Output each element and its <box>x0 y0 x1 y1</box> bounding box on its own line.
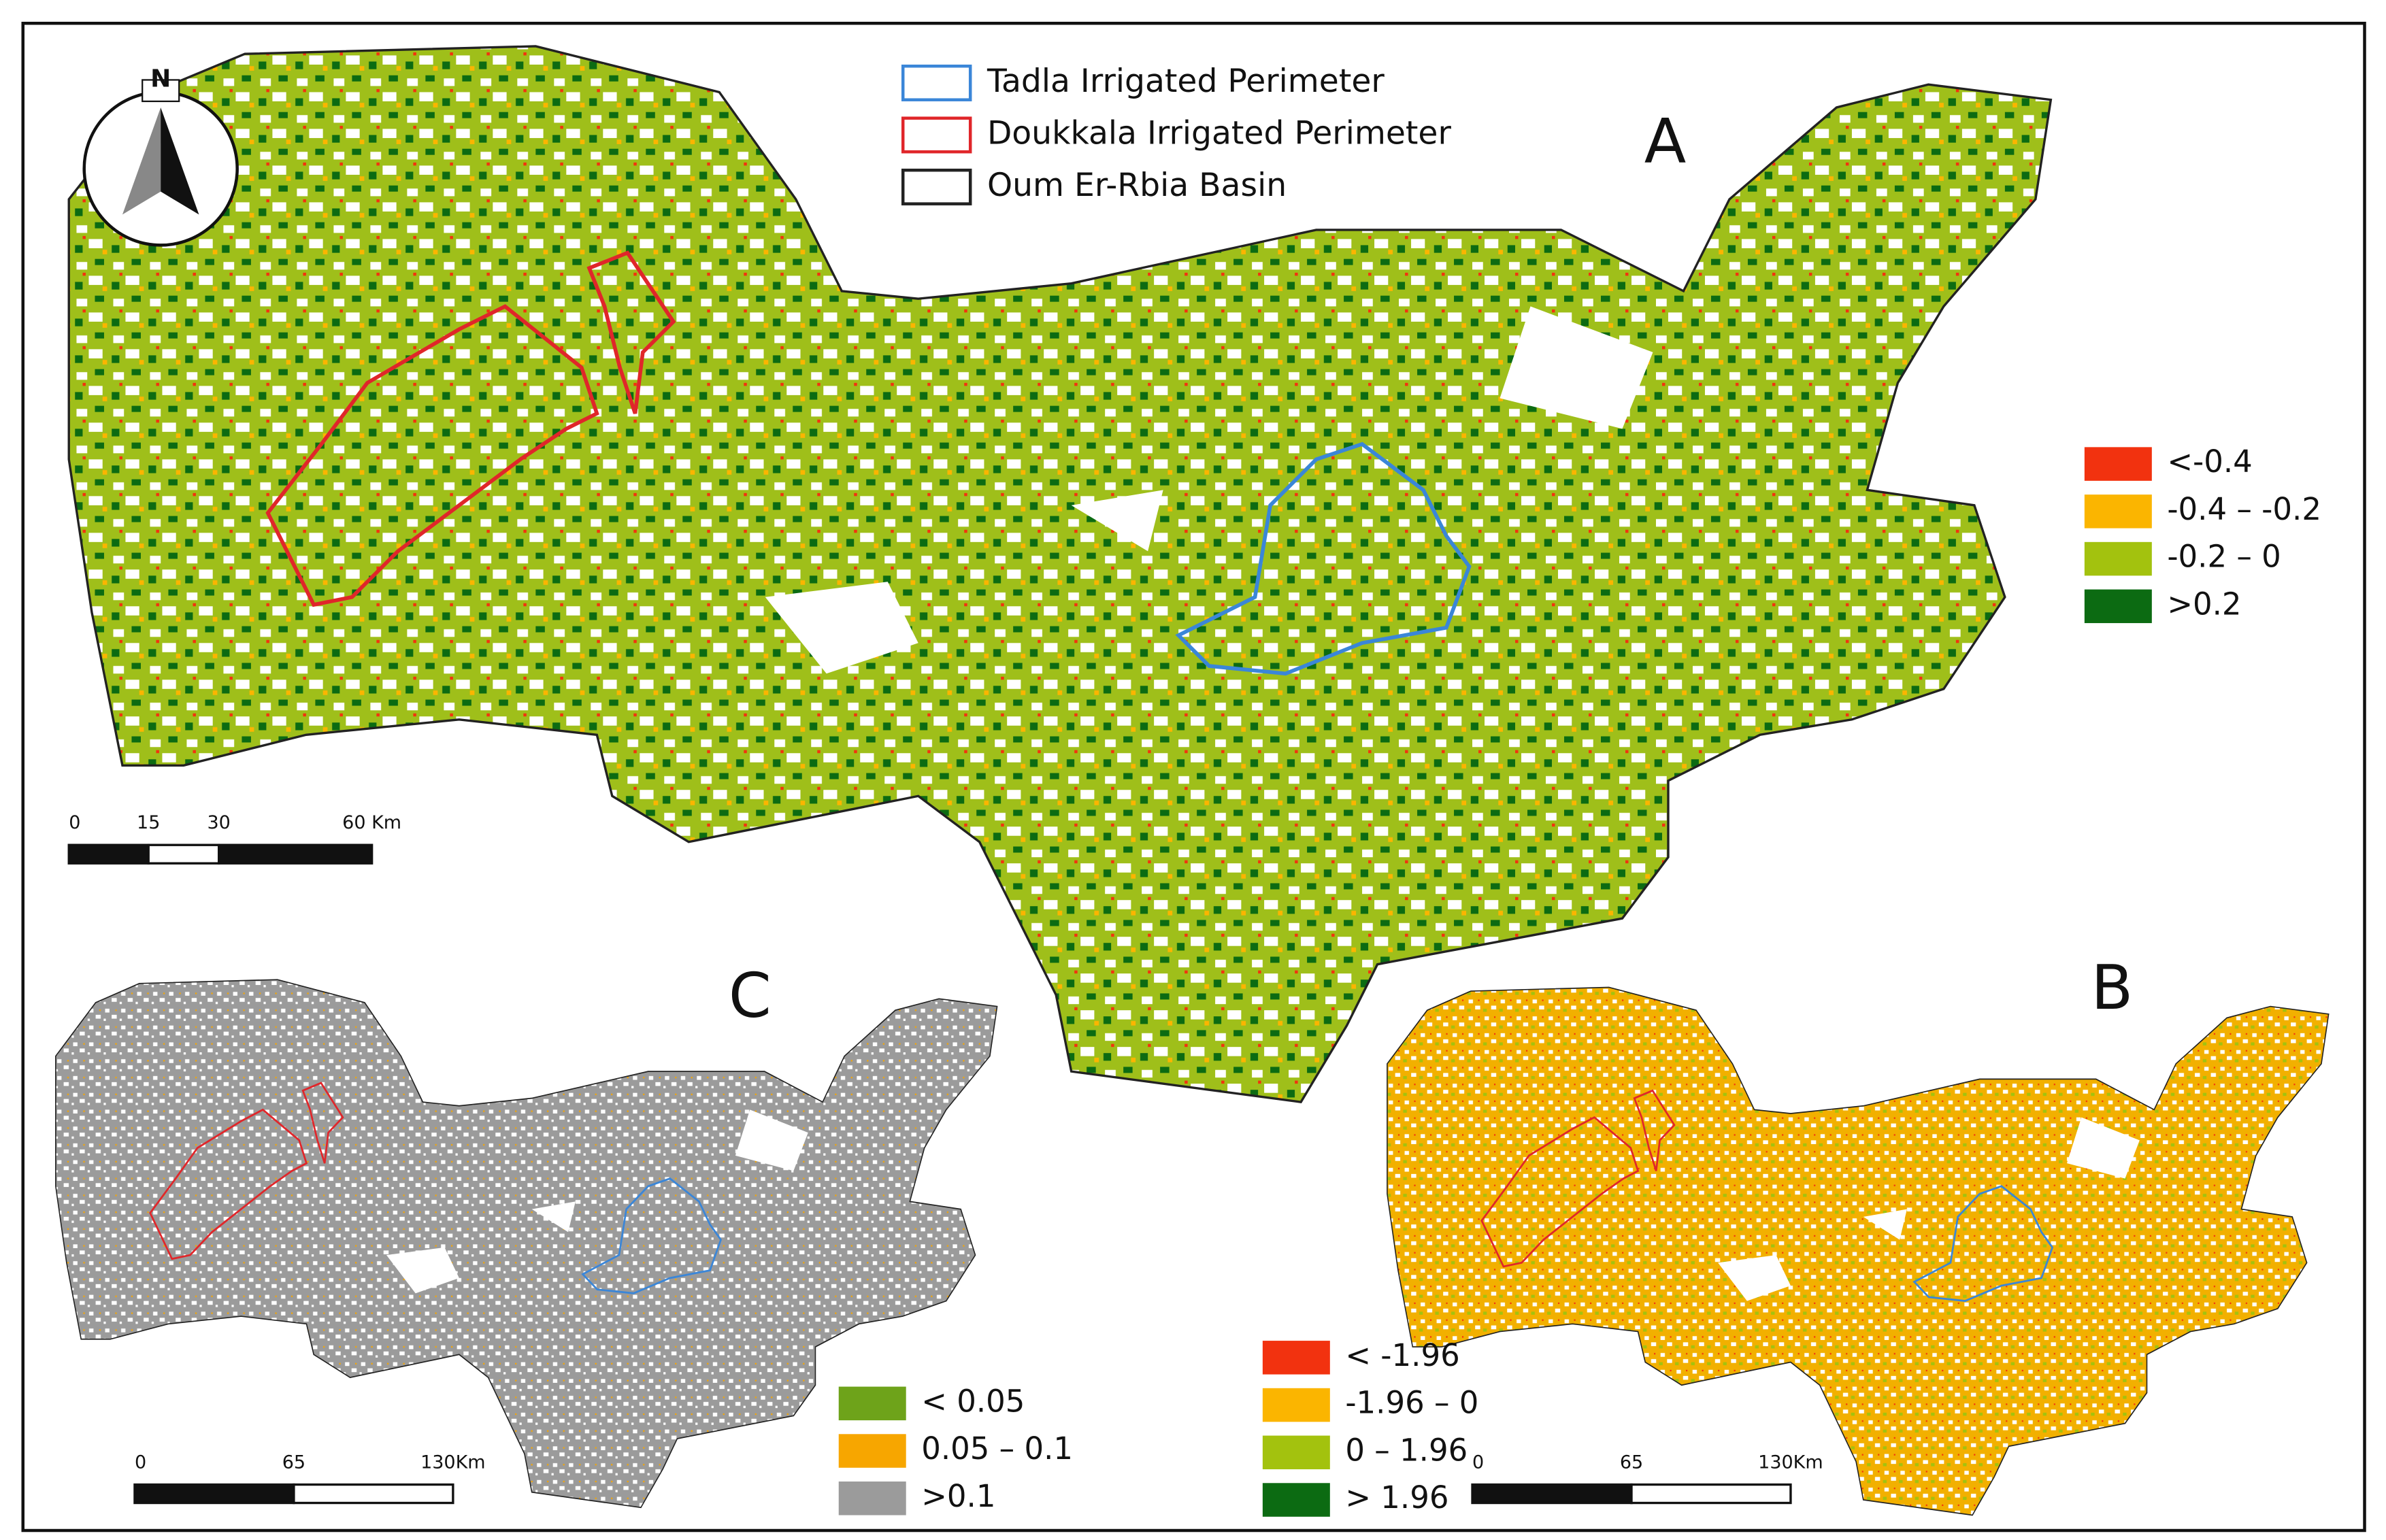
class-swatch <box>1262 1341 1330 1375</box>
class-swatch <box>838 1434 906 1468</box>
scale-bar-segment <box>293 1483 454 1505</box>
class-label: -0.2 – 0 <box>2167 539 2281 575</box>
class-label: >0.2 <box>2167 586 2241 622</box>
scale-bar-segment <box>147 843 220 865</box>
legend-label: Tadla Irrigated Perimeter <box>987 63 1385 100</box>
scale-bar-label: 130Km <box>1758 1452 1823 1473</box>
class-swatch <box>1262 1388 1330 1422</box>
top-legend: Tadla Irrigated Perimeter Doukkala Irriga… <box>901 63 1452 205</box>
panel-letter: B <box>2091 952 2133 1024</box>
scale-bar-label: 0 <box>135 1452 146 1473</box>
panels: A <-0.4 -0.4 – -0.2 -0.2 – 0 >0.2 0 15 30 60 Km B… <box>67 106 2321 1517</box>
panel-b-map <box>1386 986 2330 1516</box>
scale-bar-segment <box>1471 1483 1633 1505</box>
scale-bar-label: 65 <box>1620 1452 1643 1473</box>
panel-a-map <box>69 46 2051 1102</box>
class-label: 0 – 1.96 <box>1345 1432 1468 1468</box>
scale-bar-label: 30 <box>208 812 231 833</box>
scale-bar-label: 0 <box>69 812 80 833</box>
class-swatch <box>838 1386 906 1421</box>
legend-swatch <box>901 116 972 154</box>
legend-swatch <box>901 168 972 205</box>
class-label: 0.05 – 0.1 <box>921 1430 1073 1467</box>
scale-bar-label: 60 Km <box>342 812 401 833</box>
scale-bar-label: 15 <box>137 812 160 833</box>
class-label: >0.1 <box>921 1478 995 1514</box>
class-label: < -1.96 <box>1345 1337 1459 1373</box>
north-label: N <box>150 65 171 93</box>
scale-bar-segment <box>133 1483 295 1505</box>
class-swatch <box>1262 1483 1330 1517</box>
class-label: < 0.05 <box>921 1383 1025 1419</box>
class-swatch <box>838 1482 906 1516</box>
class-label: -0.4 – -0.2 <box>2167 491 2321 527</box>
scale-bar-label: 130Km <box>420 1452 486 1473</box>
class-swatch <box>1262 1435 1330 1470</box>
class-label: > 1.96 <box>1345 1479 1448 1516</box>
legend-label: Oum Er-Rbia Basin <box>987 167 1287 204</box>
class-swatch <box>2084 495 2152 529</box>
scale-bar-segment <box>1630 1483 1792 1505</box>
scale-bar-segment <box>67 843 150 865</box>
class-label: <-0.4 <box>2167 443 2252 480</box>
scale-bar-label: 0 <box>1472 1452 1484 1473</box>
scale-bar-segment <box>217 843 374 865</box>
legend-swatch <box>901 64 972 101</box>
panel-c-map <box>54 978 998 1509</box>
panel-letter: A <box>1644 106 1687 178</box>
frame <box>21 21 2366 1533</box>
class-swatch <box>2084 589 2152 624</box>
north-arrow: N <box>82 65 239 247</box>
panel-letter: C <box>729 960 772 1031</box>
class-label: -1.96 – 0 <box>1345 1385 1478 1421</box>
class-swatch <box>2084 447 2152 481</box>
class-swatch <box>2084 541 2152 576</box>
legend-label: Doukkala Irrigated Perimeter <box>987 114 1452 152</box>
scale-bar-label: 65 <box>282 1452 305 1473</box>
